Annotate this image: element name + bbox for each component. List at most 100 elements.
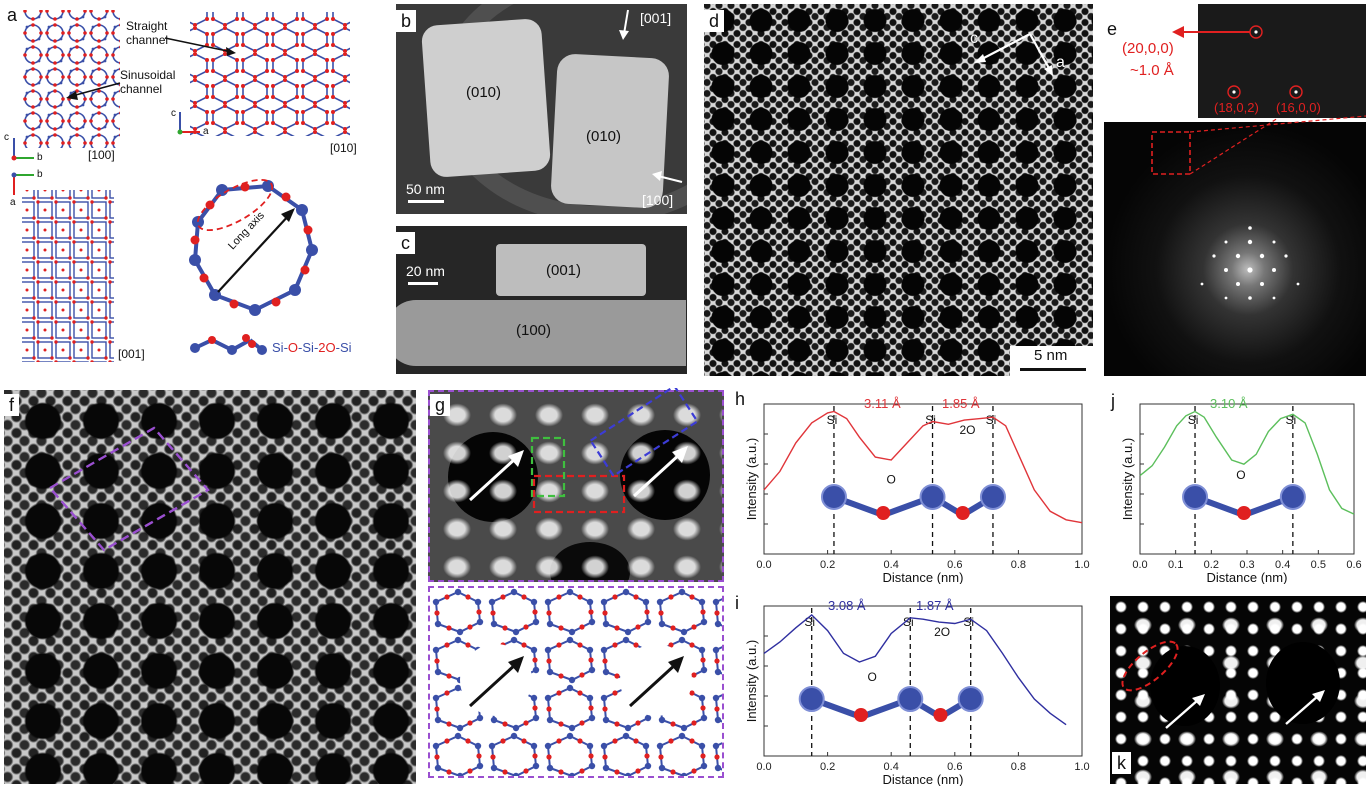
facet-right-label: (010) — [586, 128, 622, 145]
distance-label-h-2: 1.85 Å — [942, 396, 980, 411]
fft-pattern — [1104, 122, 1366, 376]
legend-si-2: Si — [302, 340, 314, 355]
distance-label-j-1: 3.10 Å — [1210, 396, 1248, 411]
scale-label-c: 20 nm — [406, 263, 445, 279]
legend-dash-2: - — [298, 340, 303, 355]
x-axis-title-i: Distance (nm) — [883, 772, 964, 786]
panel-a-framework — [11, 10, 350, 362]
x-tick-label-h: 0.2 — [820, 559, 835, 571]
model-silicon-i — [798, 686, 825, 712]
g-green-box — [530, 436, 566, 498]
sinusoidal-channel-label: Sinusoidal channel — [120, 68, 176, 96]
x-tick-label-j: 0.3 — [1239, 559, 1254, 571]
panel-k: k — [1110, 596, 1366, 784]
panel-c-label: c — [396, 232, 415, 254]
spot-16-0-0-circle — [1289, 85, 1303, 99]
panel-b: b (010) (010) [001] [100] 50 nm — [396, 4, 687, 214]
x-tick-label-j: 0.2 — [1204, 559, 1219, 571]
profile-annotation-h: O — [887, 473, 896, 487]
spot-16-0-0-label: (16,0,0) — [1276, 100, 1321, 115]
spot-18-0-2-circle — [1227, 85, 1241, 99]
g-model-frame — [428, 586, 724, 778]
axis-a-label-d: a — [1056, 54, 1065, 71]
panel-b-label: b — [396, 10, 417, 32]
profile-annotation-j: O — [1236, 468, 1245, 482]
si-marker-label-j: Si — [1286, 413, 1297, 427]
view-001-label: [001] — [118, 347, 145, 361]
si-marker-label-h: Si — [925, 413, 936, 427]
crystal-001 — [496, 244, 646, 296]
x-tick-label-i: 0.2 — [820, 761, 835, 773]
g-blue-box — [589, 388, 699, 478]
model-silicon-h — [919, 484, 946, 510]
profile-line-i — [763, 613, 1067, 726]
x-axis-title-h: Distance (nm) — [883, 570, 964, 584]
legend-dash-3: - — [313, 340, 319, 355]
profile-line-h — [763, 410, 1083, 524]
framework-010-view — [190, 12, 350, 136]
model-oxygen-h — [955, 506, 970, 520]
sinusoidal-channel-arrowhead — [66, 91, 78, 100]
scale-label-b: 50 nm — [406, 181, 445, 197]
model-oxygen-j — [1236, 506, 1251, 520]
model-oxygen-i — [933, 708, 948, 722]
panel-h-label: h — [730, 388, 751, 410]
legend-dash-4: - — [335, 340, 340, 355]
panel-f-label: f — [4, 394, 20, 416]
model-silicon-i — [897, 686, 924, 712]
axis-a-label-010: a — [203, 126, 209, 137]
view-100-label: [100] — [88, 148, 115, 162]
legend-si-3: Si — [339, 340, 352, 355]
panel-d-label: d — [704, 10, 725, 32]
straight-channel-arrow — [164, 37, 233, 53]
plot-frame-i — [763, 605, 1083, 757]
x-tick-label-h: 1.0 — [1074, 559, 1089, 571]
fft-annotations — [1151, 25, 1366, 300]
view-010-label: [010] — [330, 141, 357, 155]
panel-d: d c a 5 nm — [704, 4, 1093, 376]
region-box-f — [48, 426, 210, 552]
x-tick-label-i: 0.6 — [947, 761, 962, 773]
x-tick-label-h: 0.6 — [947, 559, 962, 571]
fft-spots — [1200, 226, 1300, 300]
model-oxygen-i — [853, 708, 868, 722]
y-axis-title-h: Intensity (a.u.) — [744, 438, 759, 520]
axis-c-label-d: c — [970, 30, 978, 47]
direction-arrows — [619, 9, 683, 183]
chain-legend: Si-O-Si-2O-Si — [272, 340, 352, 355]
straight-channel-arrowhead — [226, 47, 236, 56]
spot-18-0-2-label: (18,0,2) — [1214, 100, 1259, 115]
panel-c: c (001) (100) 20 nm — [396, 226, 687, 374]
legend-2o: 2O — [318, 340, 336, 355]
distance-label-h-1: 3.11 Å — [864, 396, 901, 411]
x-axis-title-j: Distance (nm) — [1207, 570, 1288, 584]
panel-i-label: i — [730, 592, 744, 614]
panel-g: g — [426, 388, 726, 782]
x-tick-label-i: 1.0 — [1074, 761, 1089, 773]
x-tick-label-h: 0.4 — [884, 559, 899, 571]
panel-a-label: a — [2, 4, 23, 26]
spot-20-0-0-label: (20,0,0) — [1122, 40, 1174, 57]
crystal-axes-d — [974, 33, 1053, 76]
fft-region-box — [1151, 131, 1191, 175]
y-axis-title-i: Intensity (a.u.) — [744, 640, 759, 722]
panel-a: a — [0, 0, 395, 378]
x-tick-label-j: 0.0 — [1132, 559, 1147, 571]
panel-e-label: e — [1102, 18, 1123, 40]
chain-model — [190, 334, 267, 355]
axis-b-label-100: b — [37, 152, 43, 163]
distance-label-i-1: 3.08 Å — [828, 598, 866, 613]
axis-b-label-001: b — [37, 169, 43, 180]
plot-frame-j — [1139, 403, 1355, 555]
axis-c-label-010: c — [171, 108, 176, 119]
panel-g-label: g — [430, 394, 451, 416]
panel-j: j 0.0 0.1 0.2 0.3 0.4 0.5 0.6 Distance (nm) Inte… — [1106, 384, 1366, 584]
scale-bar-b — [408, 200, 444, 203]
straight-channel-label: Straight channel — [126, 19, 169, 47]
ring-highlight-ellipse — [196, 178, 274, 232]
axes-triad-010 — [177, 112, 200, 135]
model-silicon-j — [1279, 484, 1306, 510]
legend-dash-1: - — [283, 340, 288, 355]
panel-i: i 0.0 0.2 0.4 0.6 0.8 1.0 Distance (nm) Intensi… — [730, 586, 1102, 786]
x-tick-label-j: 0.1 — [1168, 559, 1183, 571]
